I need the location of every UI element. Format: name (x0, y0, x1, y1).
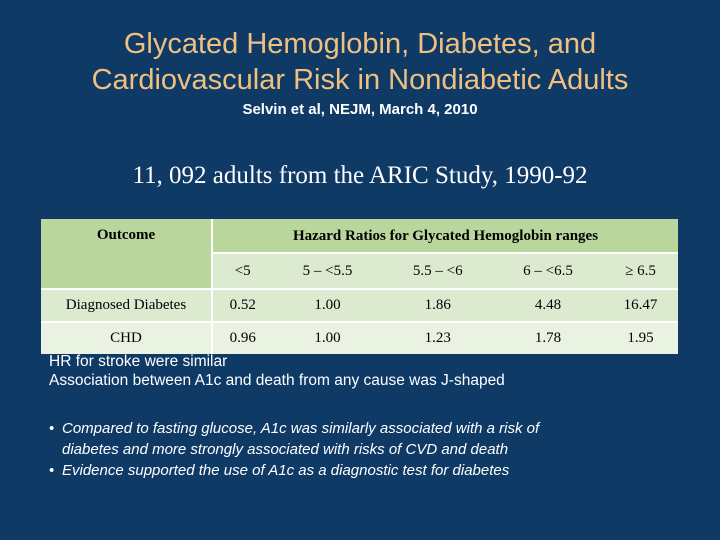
hazard-ratio-cell: 16.47 (603, 288, 678, 322)
bullet-line: Compared to fasting glucose, A1c was sim… (62, 420, 540, 437)
bullet-line: Evidence supported the use of A1c as a d… (62, 462, 510, 479)
note-line: Association between A1c and death from a… (49, 372, 505, 389)
range-header: 5 – <5.5 (272, 252, 383, 289)
study-description: 11, 092 adults from the ARIC Study, 1990… (132, 162, 588, 189)
hazard-ratio-cell: 1.78 (492, 321, 604, 354)
range-header: <5 (210, 252, 273, 289)
row-outcome: Diagnosed Diabetes (41, 288, 212, 322)
hazard-ratio-table: Outcome Hazard Ratios for Glycated Hemog… (41, 219, 678, 354)
table-row: Diagnosed Diabetes 0.52 1.00 1.86 4.48 1… (41, 288, 678, 322)
note-line: HR for stroke were similar (49, 353, 228, 370)
slide-title-line-2: Cardiovascular Risk in Nondiabetic Adult… (91, 64, 629, 96)
bullet-marker: • (49, 420, 55, 437)
hazard-ratio-cell: 1.00 (272, 288, 383, 322)
slide-title: Glycated Hemoglobin, Diabetes, and Cardi… (0, 26, 720, 98)
range-header: ≥ 6.5 (603, 252, 678, 289)
hazard-ratio-cell: 1.86 (382, 288, 493, 322)
bullet-marker: • (49, 462, 55, 479)
row-outcome: CHD (41, 321, 212, 354)
slide-title-line-1: Glycated Hemoglobin, Diabetes, and (123, 28, 597, 60)
range-header: 6 – <6.5 (492, 252, 604, 289)
bullet-item: • Compared to fasting glucose, A1c was s… (49, 418, 689, 460)
table-row: CHD 0.96 1.00 1.23 1.78 1.95 (41, 321, 678, 354)
table-header-row: Outcome Hazard Ratios for Glycated Hemog… (41, 219, 678, 289)
hazard-ratio-cell: 4.48 (492, 288, 604, 322)
hazard-ratio-cell: 0.52 (210, 288, 273, 322)
bullet-item: • Evidence supported the use of A1c as a… (49, 460, 689, 481)
findings-notes: HR for stroke were similar Association b… (49, 352, 689, 390)
range-header: 5.5 – <6 (382, 252, 493, 289)
bullet-line: diabetes and more strongly associated wi… (62, 441, 509, 458)
hazard-ratio-cell: 1.95 (603, 321, 678, 354)
hazard-ratio-cell: 1.00 (272, 321, 383, 354)
outcome-header: Outcome (41, 219, 212, 289)
citation: Selvin et al, NEJM, March 4, 2010 (242, 101, 478, 118)
hazard-ratio-cell: 1.23 (382, 321, 493, 354)
hazard-ratio-group-header: Hazard Ratios for Glycated Hemoglobin ra… (211, 219, 678, 253)
hazard-ratio-cell: 0.96 (210, 321, 273, 354)
range-header-row: <5 5 – <5.5 5.5 – <6 6 – <6.5 ≥ 6.5 (41, 252, 678, 289)
conclusion-bullets: • Compared to fasting glucose, A1c was s… (49, 418, 689, 481)
